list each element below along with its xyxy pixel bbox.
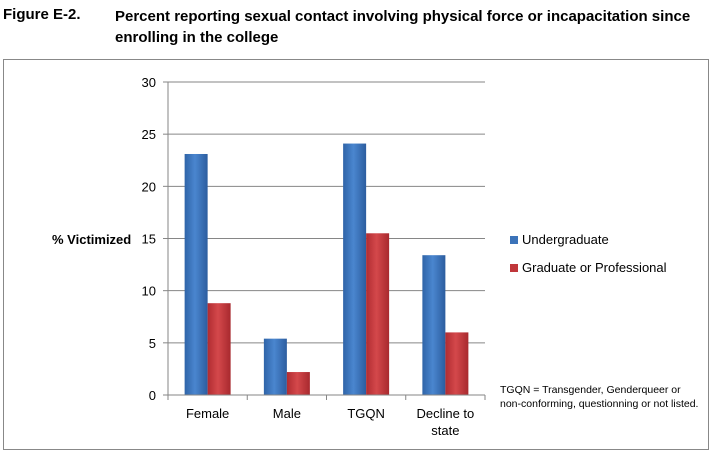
x-tick-label: Male <box>273 406 301 421</box>
y-tick-label: 10 <box>142 284 156 299</box>
x-tick-label-line: Male <box>273 406 301 421</box>
chart-frame <box>3 59 709 450</box>
y-tick-label: 30 <box>142 75 156 90</box>
y-axis-label: % Victimized <box>52 232 131 247</box>
bar-graduate-decline-to-state <box>445 332 469 395</box>
y-tick-label: 15 <box>142 232 156 247</box>
y-tick-label: 20 <box>142 179 156 194</box>
legend-swatch-graduate <box>510 264 518 272</box>
x-tick-label-line: Decline to <box>416 406 474 421</box>
x-tick-label-line: Female <box>186 406 229 421</box>
bar-undergraduate-decline-to-state <box>422 255 446 395</box>
bar-undergraduate-female <box>184 153 208 395</box>
bar-graduate-female <box>207 303 231 395</box>
y-tick-label: 5 <box>149 336 156 351</box>
x-tick-label: Female <box>186 406 229 421</box>
x-tick-label: TGQN <box>347 406 385 421</box>
x-tick-label: Decline to state <box>416 406 474 438</box>
legend: Undergraduate Graduate or Professional <box>510 232 667 275</box>
legend-label-undergraduate: Undergraduate <box>522 232 609 247</box>
bar-undergraduate-male <box>263 338 287 395</box>
legend-swatch-undergraduate <box>510 236 518 244</box>
legend-label-graduate: Graduate or Professional <box>522 260 667 275</box>
figure-title: Percent reporting sexual contact involvi… <box>115 8 691 46</box>
axes: 0 5 10 15 20 25 30 Female Male TGQN Decline to stat… <box>142 75 486 438</box>
bar-graduate-tgqn <box>366 233 390 395</box>
y-tick-label: 0 <box>149 388 156 403</box>
bars <box>184 143 469 395</box>
bar-undergraduate-tgqn <box>343 143 367 395</box>
x-tick-label-line: state <box>431 423 459 438</box>
bar-graduate-male <box>286 372 310 395</box>
figure-label: Figure E-2. <box>3 6 81 23</box>
y-tick-label: 25 <box>142 127 156 142</box>
x-tick-label-line: TGQN <box>347 406 385 421</box>
chart-footnote: TGQN = Transgender, Genderqueer or non-c… <box>500 384 699 410</box>
